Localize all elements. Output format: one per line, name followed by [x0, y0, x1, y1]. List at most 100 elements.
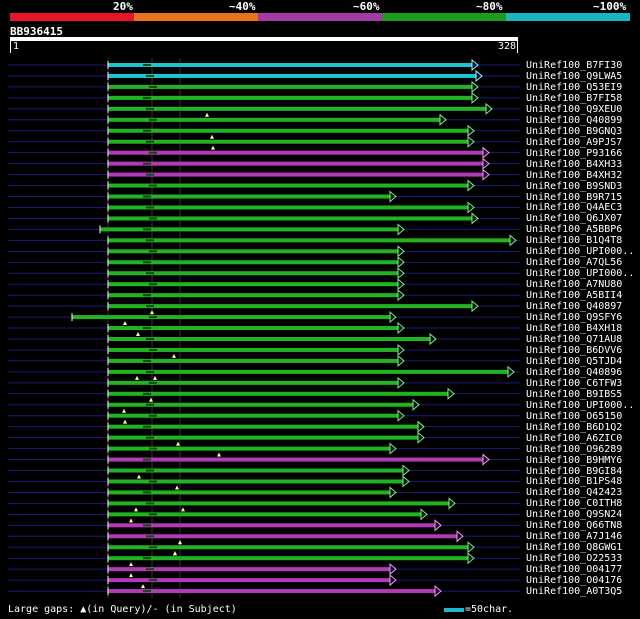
hit-row[interactable] — [8, 518, 520, 532]
hit-name[interactable]: UniRef100_B9GNQ3 — [526, 125, 623, 137]
hit-row[interactable] — [8, 91, 520, 104]
hit-name[interactable]: UniRef100_Q9XEU0 — [526, 103, 623, 115]
hit-row[interactable] — [8, 168, 520, 181]
hit-row[interactable] — [8, 497, 520, 510]
hit-row[interactable] — [8, 267, 520, 280]
hit-row[interactable] — [8, 507, 520, 521]
hit-name[interactable]: UniRef100_Q5TJD4 — [526, 355, 623, 367]
hit-name[interactable]: UniRef100_B4XH18 — [526, 323, 623, 335]
hit-name[interactable]: UniRef100_O96289 — [526, 443, 623, 455]
hit-row[interactable] — [8, 179, 520, 192]
hit-name[interactable]: UniRef100_UPI000.. — [526, 246, 635, 258]
hit-row[interactable] — [8, 530, 520, 543]
hit-row[interactable] — [8, 452, 520, 466]
hit-name[interactable]: UniRef100_Q4AEC3 — [526, 202, 623, 214]
hit-name[interactable]: UniRef100_B6D1Q2 — [526, 421, 623, 433]
hit-row[interactable] — [8, 234, 520, 247]
hit-row[interactable] — [8, 321, 520, 335]
hit-row[interactable] — [8, 365, 520, 378]
hit-name[interactable]: UniRef100_A7NU80 — [526, 279, 623, 291]
hit-name[interactable]: UniRef100_C6TFW3 — [526, 377, 623, 389]
hit-row[interactable] — [8, 80, 520, 93]
hit-name[interactable]: UniRef100_O22533 — [526, 553, 623, 565]
hit-row[interactable] — [8, 540, 520, 554]
hit-name[interactable]: UniRef100_Q53EI9 — [526, 81, 623, 93]
hit-row[interactable] — [8, 485, 520, 499]
hit-row[interactable] — [8, 278, 520, 291]
hit-name[interactable]: UniRef100_Q42423 — [526, 487, 623, 499]
hit-name[interactable]: UniRef100_Q66TN8 — [526, 520, 623, 532]
hit-row[interactable] — [8, 289, 520, 302]
hit-row[interactable] — [8, 353, 520, 367]
hit-name[interactable]: UniRef100_UPI000.. — [526, 399, 635, 411]
hit-name[interactable]: UniRef100_Q71AU8 — [526, 334, 623, 345]
hit-name[interactable]: UniRef100_B1PS48 — [526, 476, 623, 488]
hit-name[interactable]: UniRef100_A7QL56 — [526, 257, 623, 269]
hit-row[interactable] — [8, 112, 520, 126]
hit-row[interactable] — [8, 102, 520, 115]
hit-name[interactable]: UniRef100_Q9SFY6 — [526, 312, 623, 324]
hit-row[interactable] — [8, 474, 520, 488]
hit-name[interactable]: UniRef100_C0ITH8 — [526, 498, 623, 510]
hit-bar — [108, 578, 390, 583]
hit-row[interactable] — [8, 584, 520, 598]
hit-row[interactable] — [8, 387, 520, 400]
hit-name[interactable]: UniRef100_P93166 — [526, 147, 623, 159]
hit-row[interactable] — [8, 190, 520, 203]
hit-name[interactable]: UniRef100_Q40899 — [526, 114, 623, 126]
hit-name[interactable]: UniRef100_O04177 — [526, 564, 623, 576]
hit-name[interactable]: UniRef100_Q40897 — [526, 301, 623, 313]
hit-name[interactable]: UniRef100_B7FI30 — [526, 60, 623, 71]
hit-row[interactable] — [8, 573, 520, 587]
hit-row[interactable] — [8, 562, 520, 576]
hit-name[interactable]: UniRef100_B9GI84 — [526, 465, 623, 477]
hit-row[interactable] — [8, 256, 520, 269]
hit-row[interactable] — [8, 332, 520, 346]
hit-row[interactable] — [8, 310, 520, 324]
hit-name[interactable]: UniRef100_O65150 — [526, 410, 623, 422]
hit-row[interactable] — [8, 397, 520, 411]
hit-name[interactable]: UniRef100_Q9SN24 — [526, 509, 623, 521]
hit-name[interactable]: UniRef100_B7FI58 — [526, 92, 623, 104]
hit-name[interactable]: UniRef100_B4XH32 — [526, 169, 623, 181]
hit-row[interactable] — [8, 441, 520, 455]
hit-name[interactable]: UniRef100_A9PJS7 — [526, 136, 623, 148]
hit-name[interactable]: UniRef100_B9HMY6 — [526, 454, 623, 466]
hit-name[interactable]: UniRef100_B4XH33 — [526, 158, 623, 170]
hit-name[interactable]: UniRef100_B6DVV6 — [526, 344, 623, 356]
hit-row[interactable] — [8, 419, 520, 433]
hit-row[interactable] — [8, 464, 520, 477]
hit-name[interactable]: UniRef100_O04176 — [526, 575, 623, 587]
hit-row[interactable] — [8, 408, 520, 422]
hit-name[interactable]: UniRef100_A5BII4 — [526, 290, 623, 302]
hit-row[interactable] — [8, 223, 520, 236]
hit-name[interactable]: UniRef100_UPI000.. — [526, 268, 635, 280]
hit-name[interactable]: UniRef100_Q8GWG1 — [526, 542, 623, 554]
hit-row[interactable] — [8, 551, 520, 565]
hit-name[interactable]: UniRef100_B9R715 — [526, 191, 623, 203]
hit-name[interactable]: UniRef100_Q6JX07 — [526, 213, 623, 225]
hit-row[interactable] — [8, 245, 520, 258]
hit-bar — [108, 589, 435, 594]
hit-name[interactable]: UniRef100_B9SND3 — [526, 180, 623, 192]
hit-row[interactable] — [8, 69, 520, 83]
hit-row[interactable] — [8, 157, 520, 170]
hit-row[interactable] — [8, 431, 520, 444]
hit-name[interactable]: UniRef100_A5BBP6 — [526, 224, 623, 236]
hit-name[interactable]: UniRef100_A6ZIC0 — [526, 432, 623, 444]
hit-row[interactable] — [8, 145, 520, 159]
hit-row[interactable] — [8, 134, 520, 148]
hit-row[interactable] — [8, 58, 520, 72]
hit-name[interactable]: UniRef100_Q40896 — [526, 366, 623, 378]
hit-row[interactable] — [8, 343, 520, 357]
hit-name[interactable]: UniRef100_A0T3Q5 — [526, 586, 623, 598]
hit-row[interactable] — [8, 124, 520, 137]
hit-row[interactable] — [8, 300, 520, 313]
hit-row[interactable] — [8, 201, 520, 214]
hit-row[interactable] — [8, 212, 520, 225]
hit-name[interactable]: UniRef100_Q9LWA5 — [526, 70, 623, 82]
hit-name[interactable]: UniRef100_A7J146 — [526, 531, 623, 543]
hit-name[interactable]: UniRef100_B1Q4T8 — [526, 235, 623, 247]
hit-name[interactable]: UniRef100_B9IBS5 — [526, 388, 623, 400]
hit-row[interactable] — [8, 375, 520, 389]
